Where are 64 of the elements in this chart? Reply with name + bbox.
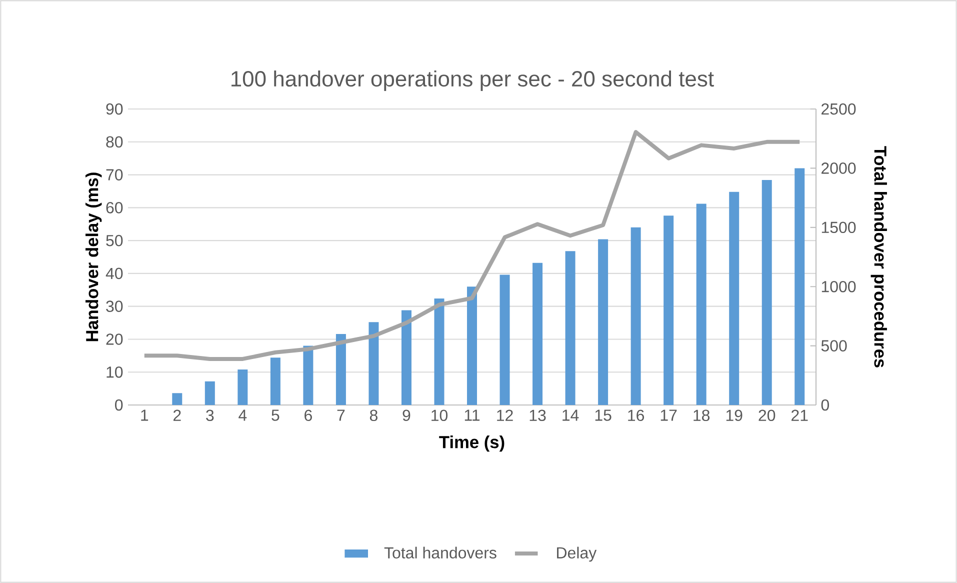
x-tick-label: 9 [402,410,410,422]
bar [532,262,543,405]
y2-tick-label: 0 [821,399,829,411]
x-tick-label: 5 [272,410,280,421]
x-tick-label: 6 [304,410,312,422]
y-tick-label: 80 [106,136,123,148]
x-tick-label: 17 [660,410,677,421]
bar [500,274,510,405]
bar [630,227,641,405]
y2-tick-label: 500 [821,340,847,352]
y2-tick-label: 2500 [822,103,856,115]
bar [204,381,215,405]
bar [434,298,444,405]
x-tick-label: 21 [792,410,808,421]
bar [368,322,379,405]
bar [336,334,346,405]
x-tick-label: 11 [464,410,480,421]
x-tick-label: 1 [141,410,148,421]
x-tick-label: 4 [238,410,247,421]
x-tick-label: 10 [432,410,448,422]
x-tick-label: 16 [628,410,644,422]
legend-label: Delay [557,546,597,562]
x-tick-label: 15 [595,410,612,421]
y-tick-label: 60 [106,202,123,214]
y-tick-label: 70 [106,169,123,180]
bar [238,369,248,405]
y2-tick-label: 1000 [822,280,856,292]
bar [794,168,805,405]
y-tick-label: 90 [106,103,123,115]
x-axis-title: Time (s) [439,436,504,452]
x-tick-label: 8 [370,410,378,422]
y2-tick-label: 1500 [822,222,856,234]
y-tick-label: 10 [106,366,123,378]
bar [467,286,478,405]
bar [696,204,706,405]
x-tick-label: 19 [726,410,742,422]
bar [664,216,674,405]
bar [565,251,576,405]
y-axis-title: Handover delay (ms) [86,172,102,342]
y-tick-label: 30 [106,300,123,312]
bar [598,239,608,405]
bar [303,346,314,405]
line-series [142,130,802,361]
x-tick-label: 13 [530,410,546,422]
legend-label: Total handovers [384,546,496,558]
chart-title: 100 handover operations per sec - 20 second test [232,70,714,91]
x-tick-label: 20 [758,410,776,422]
x-tick-label: 18 [694,410,710,422]
x-tick-label: 14 [562,410,579,421]
bar [762,180,772,405]
y2-axis-title: Total handover procedures [870,146,887,368]
y2-tick-label: 2000 [822,162,856,174]
bar [172,393,182,405]
x-tick-label: 3 [206,410,214,422]
y-tick-label: 0 [115,399,123,411]
x-tick-label: 2 [173,410,181,421]
y-tick-label: 40 [106,268,123,280]
y-tick-label: 50 [106,234,123,246]
bar [729,192,740,405]
y-tick-label: 20 [106,334,123,345]
bar [401,310,412,405]
x-tick-label: 7 [337,410,345,421]
x-tick-label: 12 [497,410,513,421]
bar [270,358,280,405]
